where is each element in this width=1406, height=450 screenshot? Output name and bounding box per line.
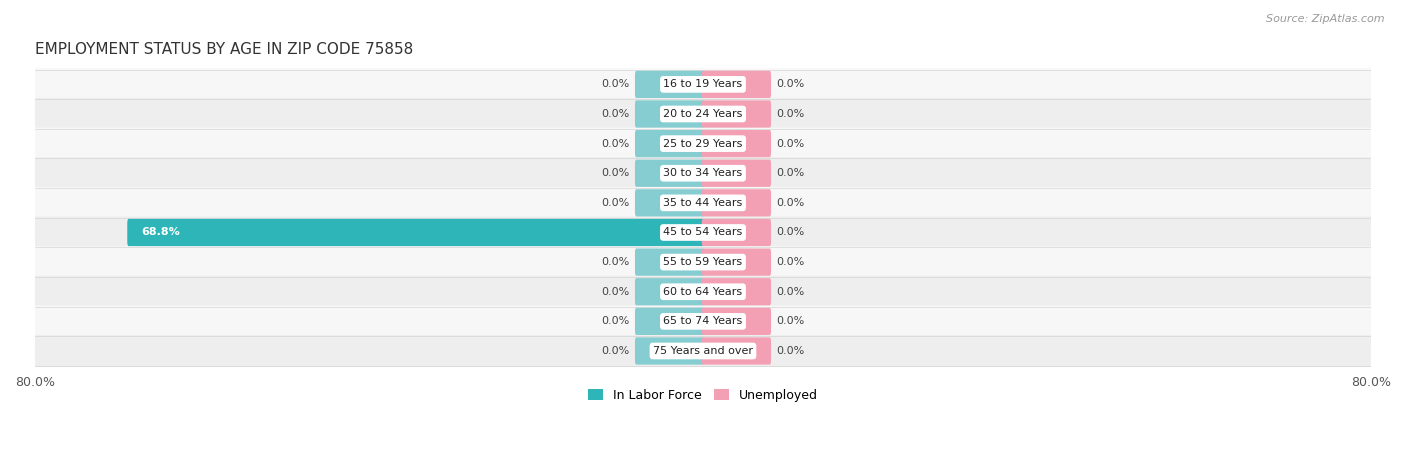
FancyBboxPatch shape xyxy=(702,189,770,216)
FancyBboxPatch shape xyxy=(636,248,704,276)
FancyBboxPatch shape xyxy=(702,248,770,276)
Text: 0.0%: 0.0% xyxy=(602,79,630,90)
FancyBboxPatch shape xyxy=(702,130,770,157)
FancyBboxPatch shape xyxy=(34,68,1372,100)
Text: 75 Years and over: 75 Years and over xyxy=(652,346,754,356)
Text: 55 to 59 Years: 55 to 59 Years xyxy=(664,257,742,267)
Text: EMPLOYMENT STATUS BY AGE IN ZIP CODE 75858: EMPLOYMENT STATUS BY AGE IN ZIP CODE 758… xyxy=(35,42,413,57)
Text: 65 to 74 Years: 65 to 74 Years xyxy=(664,316,742,326)
Text: 60 to 64 Years: 60 to 64 Years xyxy=(664,287,742,297)
Text: 0.0%: 0.0% xyxy=(776,346,804,356)
Text: 16 to 19 Years: 16 to 19 Years xyxy=(664,79,742,90)
Text: 20 to 24 Years: 20 to 24 Years xyxy=(664,109,742,119)
FancyBboxPatch shape xyxy=(34,98,1372,130)
FancyBboxPatch shape xyxy=(636,308,704,335)
FancyBboxPatch shape xyxy=(636,338,704,364)
FancyBboxPatch shape xyxy=(636,100,704,128)
Text: 45 to 54 Years: 45 to 54 Years xyxy=(664,228,742,238)
Text: 0.0%: 0.0% xyxy=(776,287,804,297)
FancyBboxPatch shape xyxy=(636,160,704,187)
FancyBboxPatch shape xyxy=(128,219,704,246)
FancyBboxPatch shape xyxy=(34,187,1372,219)
FancyBboxPatch shape xyxy=(702,219,770,246)
FancyBboxPatch shape xyxy=(34,128,1372,160)
FancyBboxPatch shape xyxy=(702,338,770,364)
FancyBboxPatch shape xyxy=(34,246,1372,278)
Text: 0.0%: 0.0% xyxy=(776,257,804,267)
FancyBboxPatch shape xyxy=(34,335,1372,367)
Text: 0.0%: 0.0% xyxy=(602,287,630,297)
Text: 0.0%: 0.0% xyxy=(602,316,630,326)
Text: 0.0%: 0.0% xyxy=(602,139,630,148)
FancyBboxPatch shape xyxy=(636,278,704,306)
FancyBboxPatch shape xyxy=(702,278,770,306)
FancyBboxPatch shape xyxy=(636,189,704,216)
Text: 0.0%: 0.0% xyxy=(776,139,804,148)
Text: 25 to 29 Years: 25 to 29 Years xyxy=(664,139,742,148)
FancyBboxPatch shape xyxy=(636,130,704,157)
Text: 0.0%: 0.0% xyxy=(776,316,804,326)
Text: 0.0%: 0.0% xyxy=(776,168,804,178)
Text: 0.0%: 0.0% xyxy=(602,257,630,267)
Text: 0.0%: 0.0% xyxy=(776,228,804,238)
Text: 0.0%: 0.0% xyxy=(602,168,630,178)
Text: 68.8%: 68.8% xyxy=(141,228,180,238)
Text: 0.0%: 0.0% xyxy=(602,198,630,208)
FancyBboxPatch shape xyxy=(702,71,770,98)
Text: 0.0%: 0.0% xyxy=(602,109,630,119)
FancyBboxPatch shape xyxy=(34,216,1372,248)
FancyBboxPatch shape xyxy=(34,276,1372,308)
Legend: In Labor Force, Unemployed: In Labor Force, Unemployed xyxy=(583,384,823,407)
FancyBboxPatch shape xyxy=(34,306,1372,338)
Text: 0.0%: 0.0% xyxy=(776,109,804,119)
FancyBboxPatch shape xyxy=(636,71,704,98)
Text: Source: ZipAtlas.com: Source: ZipAtlas.com xyxy=(1267,14,1385,23)
Text: 0.0%: 0.0% xyxy=(776,79,804,90)
Text: 0.0%: 0.0% xyxy=(602,346,630,356)
FancyBboxPatch shape xyxy=(34,157,1372,189)
FancyBboxPatch shape xyxy=(702,100,770,128)
Text: 35 to 44 Years: 35 to 44 Years xyxy=(664,198,742,208)
FancyBboxPatch shape xyxy=(702,308,770,335)
FancyBboxPatch shape xyxy=(702,160,770,187)
Text: 30 to 34 Years: 30 to 34 Years xyxy=(664,168,742,178)
Text: 0.0%: 0.0% xyxy=(776,198,804,208)
